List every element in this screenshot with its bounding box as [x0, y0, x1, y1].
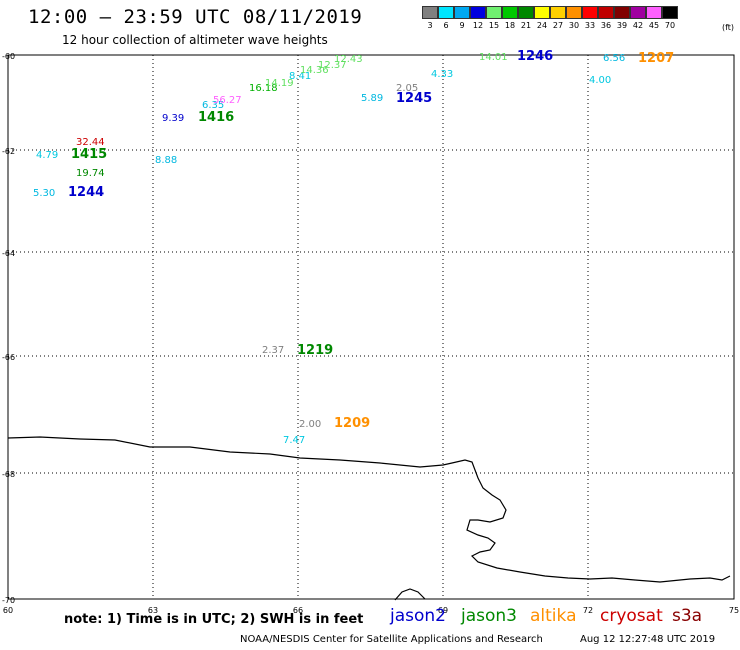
- scale-swatch-label: 42: [632, 21, 644, 30]
- wave-height-value: 16.18: [249, 83, 278, 94]
- graticule-grid: [8, 55, 734, 599]
- wave-height-value: 12.37: [318, 60, 347, 71]
- legend-cryosat: cryosat: [600, 606, 663, 626]
- longitude-label: 63: [148, 606, 158, 615]
- wave-height-value: 5.30: [33, 188, 55, 199]
- latitude-label: -70: [2, 596, 15, 605]
- wave-height-value: 2.05: [396, 83, 418, 94]
- wave-height-value: 5.89: [361, 93, 383, 104]
- latitude-label: -60: [2, 52, 15, 61]
- latitude-label: -62: [2, 147, 15, 156]
- wave-height-value: 14.36: [300, 65, 329, 76]
- wave-height-value: 8.88: [155, 155, 177, 166]
- scale-swatch: 18: [501, 6, 518, 30]
- scale-swatch-label: 21: [520, 21, 532, 30]
- scale-swatch-label: 9: [459, 21, 465, 30]
- scale-swatch-label: 36: [600, 21, 612, 30]
- scale-swatch: 42: [629, 6, 646, 30]
- latitude-label: -66: [2, 353, 15, 362]
- wave-height-value: 8.41: [289, 71, 311, 82]
- pass-time-label: 1415: [71, 147, 107, 162]
- scale-swatch-label: 12: [472, 21, 484, 30]
- pass-time-label: 1209: [334, 416, 370, 431]
- wave-height-value: 6.56: [603, 53, 625, 64]
- scale-swatch-label: 30: [568, 21, 580, 30]
- latitude-label: -64: [2, 249, 15, 258]
- ice-shelf-coastline: [394, 588, 426, 601]
- scale-swatch: 39: [613, 6, 630, 30]
- scale-swatch-label: 70: [664, 21, 676, 30]
- wave-height-labels: 32.44 4.79 1415 19.74 5.30 1244 9.39 1416 8.88 6.…: [33, 49, 674, 446]
- wave-height-value: 2.00: [299, 419, 321, 430]
- wave-height-value: 32.44: [76, 137, 105, 148]
- wave-height-value: 4.79: [36, 150, 58, 161]
- wave-height-color-scale: 3 6 9 12 15 18 21 24 27 30 33 36 39 42 45 70 (ft): [421, 6, 734, 32]
- pass-time-label: 1416: [198, 110, 234, 125]
- latitude-label: -68: [2, 470, 15, 479]
- footer-timestamp: Aug 12 12:27:48 UTC 2019: [580, 634, 716, 645]
- legend-s3a: s3a: [672, 606, 703, 626]
- longitude-label: 75: [729, 606, 739, 615]
- wave-height-value: 14.01: [479, 52, 508, 63]
- scale-swatch-label: 6: [443, 21, 449, 30]
- scale-swatch-label: 18: [504, 21, 516, 30]
- scale-swatch: 70: [661, 6, 678, 30]
- wave-height-value: 4.00: [589, 75, 611, 86]
- scale-swatch: 36: [597, 6, 614, 30]
- wave-height-value: 12.43: [334, 54, 363, 65]
- scale-swatch: 3: [421, 6, 438, 30]
- map-title: 12:00 – 23:59 UTC 08/11/2019: [28, 6, 363, 28]
- wave-height-value: 6.35: [202, 100, 224, 111]
- scale-swatch-label: 45: [648, 21, 660, 30]
- scale-swatch-label: 39: [616, 21, 628, 30]
- wave-height-value: 14.19: [265, 78, 294, 89]
- scale-swatch: 30: [565, 6, 582, 30]
- scale-swatch: 12: [469, 6, 486, 30]
- scale-swatch-label: 3: [427, 21, 433, 30]
- scale-swatch-label: 15: [488, 21, 500, 30]
- pass-time-label: 1219: [297, 343, 333, 358]
- scale-unit-label: (ft): [722, 23, 735, 32]
- scale-swatch: 21: [517, 6, 534, 30]
- legend-jason3: jason3: [461, 606, 517, 626]
- longitude-label: 66: [293, 606, 303, 615]
- longitude-label: 72: [583, 606, 593, 615]
- pass-time-label: 1246: [517, 49, 553, 64]
- map-subtitle: 12 hour collection of altimeter wave hei…: [62, 33, 328, 47]
- wave-height-value: 4.33: [431, 69, 453, 80]
- antarctic-coastline: [7, 436, 731, 583]
- scale-swatch-label: 27: [552, 21, 564, 30]
- map-frame: [7, 54, 735, 600]
- wave-height-value: 19.74: [76, 168, 105, 179]
- legend-altika: altika: [530, 606, 577, 626]
- scale-swatch: 24: [533, 6, 550, 30]
- wave-height-value: 9.39: [162, 113, 184, 124]
- pass-time-label: 1207: [638, 51, 674, 66]
- scale-swatch: 6: [437, 6, 454, 30]
- wave-height-value: 7.47: [283, 435, 305, 446]
- legend-jason2: jason2: [390, 606, 446, 626]
- scale-swatch: 15: [485, 6, 502, 30]
- units-note: note: 1) Time is in UTC; 2) SWH is in fe…: [64, 612, 364, 627]
- scale-swatch: 45: [645, 6, 662, 30]
- pass-time-label: 1244: [68, 185, 104, 200]
- scale-swatch: 33: [581, 6, 598, 30]
- scale-swatch: 9: [453, 6, 470, 30]
- scale-swatch: 27: [549, 6, 566, 30]
- footer-credit: NOAA/NESDIS Center for Satellite Applica…: [240, 634, 543, 645]
- wave-height-value: 56.27: [213, 95, 242, 106]
- scale-swatch-label: 33: [584, 21, 596, 30]
- pass-time-label: 1245: [396, 91, 432, 106]
- wave-height-value: 2.37: [262, 345, 284, 356]
- longitude-label: 69: [438, 606, 448, 615]
- scale-swatch-label: 24: [536, 21, 548, 30]
- longitude-label: 60: [3, 606, 13, 615]
